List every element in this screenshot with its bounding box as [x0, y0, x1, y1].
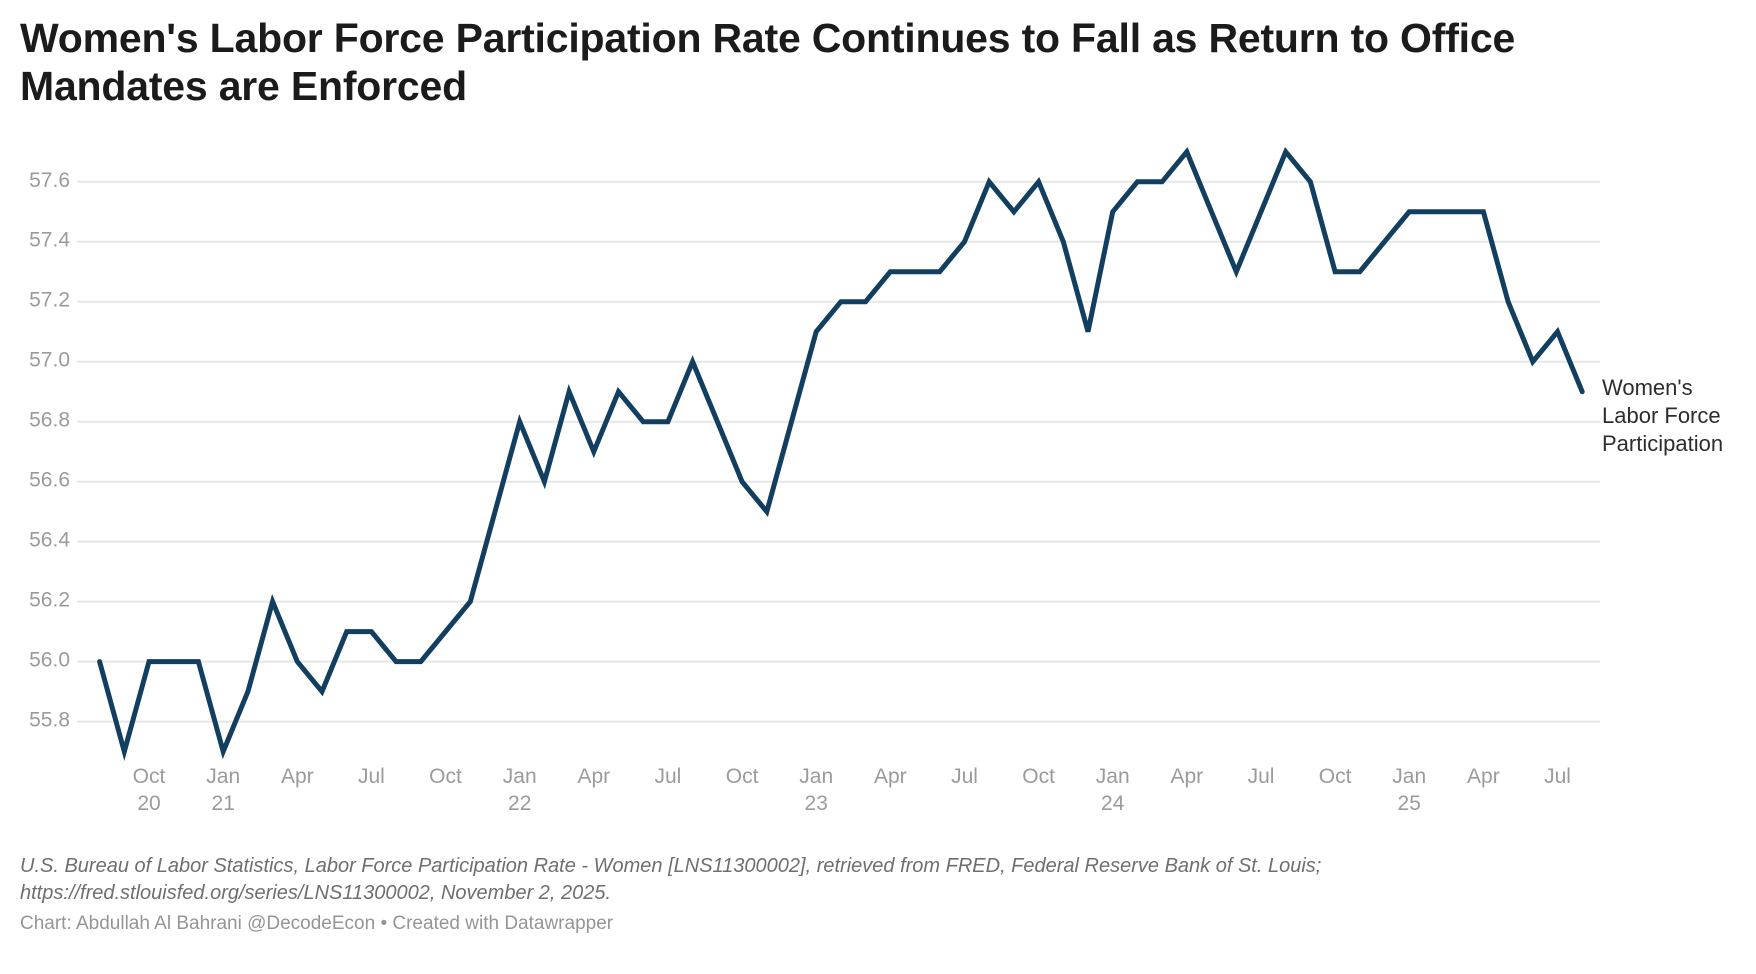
x-tick-label: Jan — [503, 765, 537, 788]
x-tick-label: Apr — [1467, 765, 1500, 788]
byline: Chart: Abdullah Al Bahrani @DecodeEcon •… — [20, 913, 614, 934]
x-tick-label: Oct — [133, 765, 166, 788]
x-tick-label: Apr — [281, 765, 314, 788]
y-tick-label: 56.2 — [29, 589, 70, 612]
x-tick-label: Jul — [1544, 765, 1571, 788]
series-line-womens-lfp — [97, 146, 1585, 762]
x-tick-label: Jan — [1096, 765, 1130, 788]
x-tick-label: Jul — [951, 765, 978, 788]
series-label-line-2: Labor Force — [1602, 403, 1721, 428]
x-tick-label: Jan — [1392, 765, 1426, 788]
series-label-line-1: Women's — [1602, 375, 1693, 400]
x-tick-label: Oct — [726, 765, 759, 788]
source-note-line-1: U.S. Bureau of Labor Statistics, Labor F… — [20, 855, 1322, 877]
series-label-line-3: Participation — [1602, 431, 1724, 456]
x-tick-year-label: 20 — [137, 792, 160, 815]
y-tick-label: 56.4 — [29, 529, 70, 552]
y-tick-label: 57.2 — [29, 289, 70, 312]
x-tick-year-label: 24 — [1101, 792, 1125, 815]
y-tick-label: 57.0 — [29, 349, 70, 372]
x-tick-label: Apr — [874, 765, 907, 788]
chart-title-line-2: Mandates are Enforced — [20, 63, 467, 109]
chart-title-line-1: Women's Labor Force Participation Rate C… — [20, 15, 1516, 61]
y-tick-label: 56.0 — [29, 649, 70, 672]
x-tick-label: Oct — [1319, 765, 1352, 788]
x-tick-year-label: 25 — [1398, 792, 1421, 815]
chart-title: Women's Labor Force Participation Rate C… — [20, 14, 1720, 110]
series-label: Women's Labor Force Participation — [1602, 374, 1752, 458]
x-tick-label: Jul — [654, 765, 681, 788]
y-tick-label: 56.8 — [29, 409, 70, 432]
x-tick-year-label: 21 — [212, 792, 235, 815]
y-tick-label: 57.4 — [29, 229, 70, 252]
x-tick-label: Jan — [206, 765, 240, 788]
source-note: U.S. Bureau of Labor Statistics, Labor F… — [20, 853, 1736, 907]
x-tick-year-label: 22 — [508, 792, 531, 815]
x-tick-label: Oct — [429, 765, 462, 788]
y-tick-label: 55.8 — [29, 709, 70, 732]
y-tick-label: 57.6 — [29, 169, 70, 192]
x-tick-label: Jul — [1248, 765, 1275, 788]
x-tick-year-label: 23 — [805, 792, 828, 815]
x-tick-label: Jan — [799, 765, 833, 788]
x-tick-label: Oct — [1022, 765, 1055, 788]
y-tick-label: 56.6 — [29, 469, 70, 492]
source-note-line-2: https://fred.stlouisfed.org/series/LNS11… — [20, 882, 612, 904]
x-tick-label: Jul — [358, 765, 385, 788]
x-tick-label: Apr — [577, 765, 610, 788]
x-tick-label: Apr — [1170, 765, 1203, 788]
